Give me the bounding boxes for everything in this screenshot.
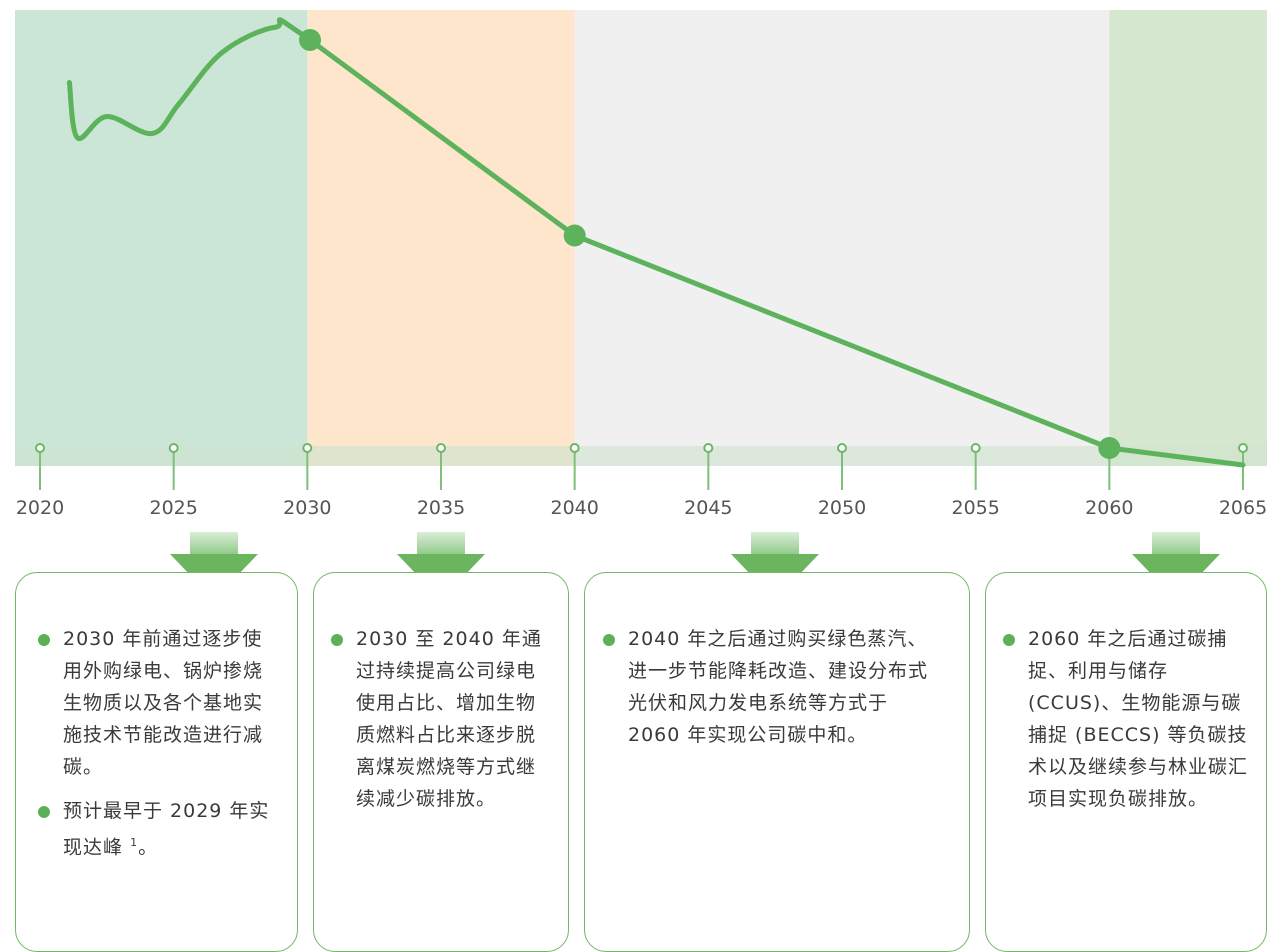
tick-dot <box>970 443 981 453</box>
tick-label: 2030 <box>283 497 331 519</box>
milestone-marker <box>1098 437 1121 459</box>
list-item-text: 预计最早于 2029 年实现达峰 1。 <box>63 800 270 859</box>
tick-dot <box>302 443 313 453</box>
phase-backgrounds <box>15 10 1267 466</box>
phase-box-after-2060: 2060 年之后通过碳捕捉、利用与储存 (CCUS)、生物能源与碳捕捉 (BEC… <box>985 572 1267 952</box>
tick-label: 2065 <box>1219 497 1267 519</box>
tick-label: 2040 <box>550 497 598 519</box>
tick-dot <box>703 443 714 453</box>
tick-label: 2060 <box>1085 497 1133 519</box>
tick-label: 2020 <box>16 497 64 519</box>
list-item: 2030 至 2040 年通过持续提高公司绿电使用占比、增加生物质燃料占比来逐步… <box>331 623 551 815</box>
list-item: 2040 年之后通过购买绿色蒸汽、进一步节能降耗改造、建设分布式光伏和风力发电系… <box>603 623 946 751</box>
tick-dot <box>436 443 446 453</box>
milestone-markers <box>299 29 1121 459</box>
tick-label: 2035 <box>417 497 465 519</box>
tick-label: 2055 <box>951 497 999 519</box>
list-item-text: 2030 至 2040 年通过持续提高公司绿电使用占比、增加生物质燃料占比来逐步… <box>356 628 542 810</box>
bullet-icon <box>38 806 50 818</box>
phase-box-2030-2040: 2030 至 2040 年通过持续提高公司绿电使用占比、增加生物质燃料占比来逐步… <box>313 572 569 952</box>
phase-band <box>1109 10 1267 466</box>
phase-band <box>574 10 1110 466</box>
tick-label: 2050 <box>818 497 866 519</box>
tick-dot <box>837 443 847 453</box>
bullet-icon <box>1003 634 1015 646</box>
list-item: 2030 年前通过逐步使用外购绿电、锅炉掺烧生物质以及各个基地实施技术节能改造进… <box>38 623 281 783</box>
phase-band <box>307 10 575 466</box>
timeline-axis-band <box>15 446 1267 466</box>
emission-curve <box>66 17 1246 468</box>
list-item: 2060 年之后通过碳捕捉、利用与储存 (CCUS)、生物能源与碳捕捉 (BEC… <box>1003 623 1250 815</box>
tick-dot <box>168 443 179 453</box>
tick-label: 2025 <box>149 497 197 519</box>
timeline-ticks: 2020 2025 2030 2035 2040 2045 2050 2055 2060 2065 <box>16 443 1267 519</box>
tick-dot <box>1238 443 1248 453</box>
milestone-marker <box>299 29 322 51</box>
bullet-icon <box>38 634 50 646</box>
footnote-mark: 1 <box>130 836 139 849</box>
milestone-marker <box>563 224 586 247</box>
list-item-text: 2060 年之后通过碳捕捉、利用与储存 (CCUS)、生物能源与碳捕捉 (BEC… <box>1028 628 1249 810</box>
tick-dot <box>35 443 45 453</box>
phase-box-2020-2030: 2030 年前通过逐步使用外购绿电、锅炉掺烧生物质以及各个基地实施技术节能改造进… <box>15 572 298 952</box>
list-item-text: 2040 年之后通过购买绿色蒸汽、进一步节能降耗改造、建设分布式光伏和风力发电系… <box>628 628 929 746</box>
list-item-text: 2030 年前通过逐步使用外购绿电、锅炉掺烧生物质以及各个基地实施技术节能改造进… <box>63 628 264 778</box>
phase-box-2040-2060: 2040 年之后通过购买绿色蒸汽、进一步节能降耗改造、建设分布式光伏和风力发电系… <box>584 572 970 952</box>
list-item: 预计最早于 2029 年实现达峰 1。 <box>38 795 281 863</box>
bullet-icon <box>331 634 343 646</box>
tick-dot <box>569 443 580 453</box>
bullet-icon <box>603 634 615 646</box>
phase-band <box>15 10 308 466</box>
emission-timeline-chart: 2020 2025 2030 2035 2040 2045 2050 2055 2060 2065 <box>15 10 1267 519</box>
tick-label: 2045 <box>684 497 732 519</box>
